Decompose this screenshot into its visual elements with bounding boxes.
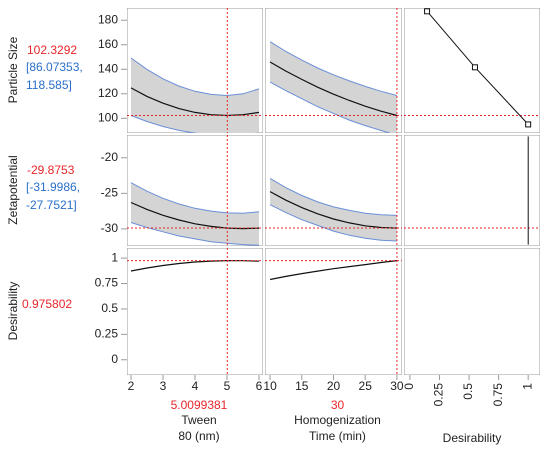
x-axis-label: Tween <box>181 413 216 427</box>
confidence-band <box>270 41 397 133</box>
x-tick-label: 0.25 <box>432 383 446 407</box>
panel <box>404 135 540 246</box>
panel <box>127 248 263 375</box>
lower-bound <box>130 115 259 133</box>
confidence-interval: [-31.9986, <box>26 180 80 194</box>
panel <box>127 135 263 246</box>
x-tick-label: 15 <box>295 379 309 393</box>
prediction-trace <box>269 61 398 117</box>
panel <box>265 8 402 133</box>
panel-frame <box>265 248 402 375</box>
upper-bound <box>269 177 397 216</box>
y-tick-label: 0.5 <box>101 301 118 315</box>
x-tick-label: 0.5 <box>461 383 475 400</box>
confidence-interval: -27.7521] <box>26 198 77 212</box>
panel-frame <box>404 8 540 133</box>
panel <box>265 135 402 246</box>
lower-bound <box>130 222 260 246</box>
current-y-value: 0.975802 <box>22 297 72 311</box>
y-tick-label: 1 <box>111 250 118 264</box>
prediction-trace <box>269 191 397 229</box>
current-x-value: 5.0099381 <box>171 398 228 412</box>
x-tick-label: 2 <box>128 379 135 393</box>
x-tick-label: 1 <box>520 383 534 390</box>
desirability-handle <box>471 64 478 71</box>
confidence-interval: 118.585] <box>26 78 72 92</box>
x-tick-label: 25 <box>359 379 373 393</box>
x-tick-label: 20 <box>327 379 341 393</box>
x-tick-label: 0 <box>402 383 416 390</box>
prediction-trace <box>130 87 260 117</box>
y-tick-label: 100 <box>98 110 118 124</box>
panel-frame <box>404 135 540 246</box>
x-tick-label: 4 <box>192 379 199 393</box>
x-axis-label: 80 (nm) <box>178 429 219 443</box>
confidence-interval: [86.07353, <box>26 60 83 74</box>
panel-frame <box>127 248 263 375</box>
prediction-trace <box>130 201 260 230</box>
y-tick-label: 140 <box>98 61 118 75</box>
prediction-trace <box>130 259 260 272</box>
upper-bound <box>130 182 260 214</box>
y-tick-label: 120 <box>98 86 118 100</box>
panel-frame <box>404 248 540 375</box>
x-tick-label: 30 <box>390 379 404 393</box>
upper-bound <box>130 57 260 97</box>
y-tick-label: 180 <box>98 12 118 26</box>
x-tick-label: 6 <box>256 379 263 393</box>
x-tick-label: 5 <box>224 379 231 393</box>
x-tick-label: 0.75 <box>491 383 505 407</box>
current-y-value: 102.3292 <box>27 43 77 57</box>
panel <box>404 248 540 375</box>
x-axis-label: Time (min) <box>309 429 366 443</box>
x-axis-label: Homogenization <box>294 413 381 427</box>
panel <box>127 8 263 133</box>
desirability-handle <box>424 8 431 15</box>
y-tick-label: 0.75 <box>95 276 119 290</box>
x-tick-label: 10 <box>263 379 277 393</box>
y-tick-label: 0 <box>111 352 118 366</box>
y-tick-label: 160 <box>98 37 118 51</box>
y-tick-label: 0.25 <box>95 327 119 341</box>
lower-bound <box>269 81 392 133</box>
panel <box>265 248 402 375</box>
y-tick-label: -30 <box>101 221 119 235</box>
lower-bound <box>269 204 397 242</box>
panel <box>404 8 540 133</box>
x-tick-label: 3 <box>160 379 167 393</box>
y-tick-label: -20 <box>101 150 119 164</box>
desirability-handle <box>525 121 532 128</box>
current-x-value: 30 <box>331 398 345 412</box>
upper-bound <box>269 41 398 96</box>
y-tick-label: -25 <box>101 186 119 200</box>
x-axis-label: Desirability <box>443 431 502 445</box>
prediction-trace <box>269 260 397 281</box>
confidence-band <box>131 58 259 133</box>
y-axis-label: Desirability <box>6 282 20 341</box>
y-axis-label: Particle Size <box>6 36 20 103</box>
current-y-value: -29.8753 <box>27 163 75 177</box>
y-axis-label: Zetapotential <box>6 155 20 224</box>
